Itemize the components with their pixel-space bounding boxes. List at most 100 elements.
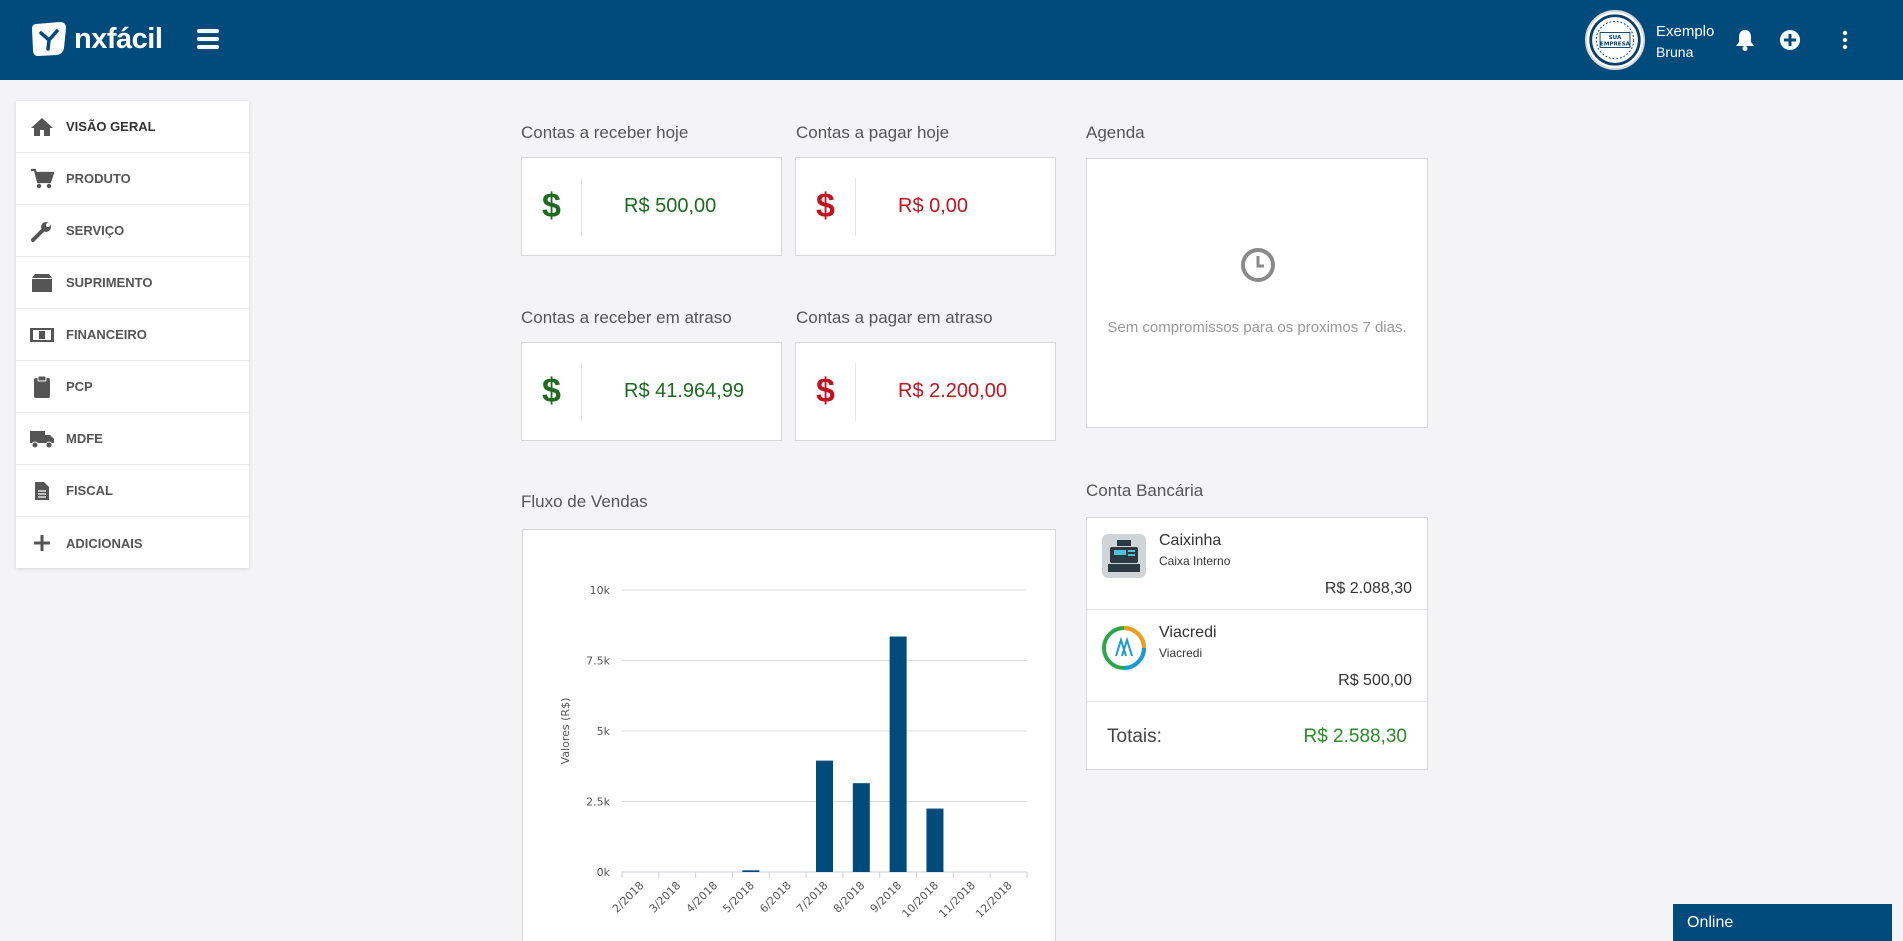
chart-bar — [926, 808, 944, 872]
dollar-icon: $ — [522, 177, 582, 236]
receivable-overdue-value: R$ 41.964,99 — [624, 380, 745, 402]
document-icon — [28, 479, 56, 503]
bank-account-sub: Viacredi — [1159, 646, 1203, 660]
bank-account-amount: R$ 2.088,30 — [1324, 580, 1412, 597]
sidebar-item-label: FINANCEIRO — [66, 327, 147, 342]
bank-account-row[interactable]: Viacredi Viacredi R$ 500,00 — [1087, 610, 1427, 702]
dollar-icon: $ — [796, 177, 856, 236]
plus-icon — [28, 531, 56, 555]
sidebar: VISÃO GERAL PRODUTO SERVIÇO SUPRIMENTO F… — [16, 101, 249, 568]
agenda-card: Sem compromissos para os proximos 7 dias… — [1086, 158, 1428, 428]
sidebar-item-label: PCP — [66, 379, 93, 394]
x-tick-label: 10/2018 — [900, 879, 942, 921]
payable-today-card[interactable]: $ R$ 0,00 — [795, 157, 1056, 256]
bank-account-sub: Caixa Interno — [1159, 554, 1231, 568]
bank-totals-value: R$ 2.588,30 — [1303, 726, 1407, 747]
sidebar-item-label: SUPRIMENTO — [66, 275, 153, 290]
receivable-today-card[interactable]: $ R$ 500,00 — [521, 157, 782, 256]
online-status-tab[interactable]: Online — [1673, 904, 1892, 941]
payable-today-value: R$ 0,00 — [898, 195, 969, 217]
x-tick-label: 5/2018 — [720, 879, 757, 916]
bank-card: Caixinha Caixa Interno R$ 2.088,30 Viacr… — [1086, 517, 1428, 770]
notifications-button[interactable] — [1730, 25, 1760, 55]
x-tick-label: 9/2018 — [868, 879, 905, 916]
x-tick-label: 7/2018 — [794, 879, 831, 916]
truck-icon — [28, 427, 56, 451]
sidebar-item-fiscal[interactable]: FISCAL — [16, 465, 249, 517]
y-tick-label: 5k — [597, 725, 611, 738]
y-tick-label: 0k — [597, 866, 611, 879]
y-axis-label: Valores (R$) — [559, 698, 572, 765]
bank-totals-label: Totais: — [1107, 726, 1162, 747]
receivable-overdue-title: Contas a receber em atraso — [521, 308, 732, 327]
svg-text:EMPRESA: EMPRESA — [1600, 42, 1631, 48]
sidebar-item-suprimento[interactable]: SUPRIMENTO — [16, 257, 249, 309]
bell-icon — [1736, 30, 1754, 51]
chart-bar — [816, 760, 833, 872]
more-vertical-icon — [1842, 30, 1848, 50]
sidebar-item-mdfe[interactable]: MDFE — [16, 413, 249, 465]
sales-chart-card: 0k 2.5k 5k 7.5k 10k Valores (R$) 2/2018 3/2018 4… — [522, 529, 1056, 941]
chart-bar — [852, 783, 870, 872]
receivable-overdue-card[interactable]: $ R$ 41.964,99 — [521, 342, 782, 441]
y-tick-label: 7.5k — [586, 655, 610, 668]
box-icon — [28, 271, 56, 295]
bank-account-amount: R$ 500,00 — [1338, 672, 1412, 689]
dollar-icon: $ — [522, 362, 582, 421]
add-button[interactable] — [1775, 25, 1805, 55]
bank-account-name: Caixinha — [1159, 532, 1222, 549]
y-tick-label: 2.5k — [586, 796, 610, 809]
bank-account-row[interactable]: Caixinha Caixa Interno R$ 2.088,30 — [1087, 518, 1427, 610]
sidebar-item-visao-geral[interactable]: VISÃO GERAL — [16, 101, 249, 153]
receivable-today-title: Contas a receber hoje — [521, 123, 689, 142]
user-info[interactable]: Exemplo Bruna — [1656, 22, 1714, 62]
cash-register-icon — [1102, 534, 1146, 578]
brand-logo[interactable]: nxfácil — [30, 20, 163, 58]
bank-account-name: Viacredi — [1159, 624, 1217, 641]
sidebar-item-label: MDFE — [66, 431, 103, 446]
x-tick-label: 3/2018 — [647, 879, 684, 916]
sidebar-item-financeiro[interactable]: FINANCEIRO — [16, 309, 249, 361]
nxfacil-logo-icon — [32, 22, 66, 56]
sidebar-item-label: PRODUTO — [66, 171, 131, 186]
chart-bar — [742, 870, 760, 872]
x-tick-label: 2/2018 — [610, 879, 647, 916]
svg-text:SUA: SUA — [1609, 35, 1622, 41]
home-icon — [28, 115, 56, 139]
company-avatar[interactable]: SUA EMPRESA — [1585, 10, 1645, 70]
money-icon — [28, 323, 56, 347]
sidebar-item-produto[interactable]: PRODUTO — [16, 153, 249, 205]
x-tick-label: 6/2018 — [757, 879, 794, 916]
payable-today-title: Contas a pagar hoje — [796, 123, 950, 142]
sidebar-item-pcp[interactable]: PCP — [16, 361, 249, 413]
menu-toggle-button[interactable] — [197, 29, 219, 51]
cart-icon — [28, 167, 56, 191]
wrench-icon — [28, 219, 56, 243]
clipboard-icon — [28, 375, 56, 399]
x-tick-label: 8/2018 — [831, 879, 868, 916]
viacredi-logo-icon — [1102, 626, 1146, 670]
menu-icon — [197, 29, 219, 33]
more-options-button[interactable] — [1830, 25, 1860, 55]
x-tick-label: 12/2018 — [973, 879, 1015, 921]
payable-overdue-title: Contas a pagar em atraso — [796, 308, 993, 327]
receivable-today-value: R$ 500,00 — [624, 195, 717, 217]
payable-overdue-card[interactable]: $ R$ 2.200,00 — [795, 342, 1056, 441]
user-name: Bruna — [1656, 44, 1694, 60]
x-tick-label: 11/2018 — [936, 879, 978, 921]
sidebar-item-adicionais[interactable]: ADICIONAIS — [16, 517, 249, 569]
agenda-empty-message: Sem compromissos para os proximos 7 dias… — [1107, 319, 1407, 336]
clock-icon — [1241, 248, 1275, 282]
sidebar-item-label: ADICIONAIS — [66, 535, 143, 551]
brand-name: nxfácil — [74, 22, 163, 55]
sidebar-item-servico[interactable]: SERVIÇO — [16, 205, 249, 257]
sales-chart-title: Fluxo de Vendas — [521, 492, 648, 511]
sidebar-item-label: FISCAL — [66, 483, 113, 498]
chart-bar — [889, 636, 907, 872]
x-tick-label: 4/2018 — [684, 879, 721, 916]
top-bar: nxfácil SUA EMPRESA Exemplo Bruna — [0, 0, 1903, 80]
company-name: Exemplo — [1656, 23, 1715, 40]
bank-title: Conta Bancária — [1086, 481, 1204, 500]
sales-bar-chart: 0k 2.5k 5k 7.5k 10k Valores (R$) 2/2018 3/2018 4… — [559, 584, 1028, 921]
y-tick-label: 10k — [590, 584, 611, 597]
